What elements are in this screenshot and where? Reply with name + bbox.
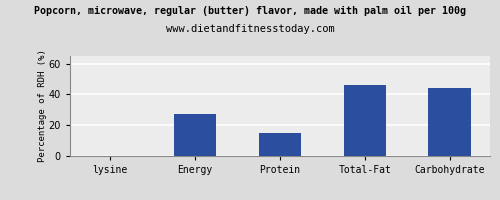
Bar	[174, 114, 216, 156]
Bar	[344, 85, 386, 156]
Y-axis label: Percentage of RDH (%): Percentage of RDH (%)	[38, 50, 47, 162]
Bar	[428, 88, 471, 156]
Text: Popcorn, microwave, regular (butter) flavor, made with palm oil per 100g: Popcorn, microwave, regular (butter) fla…	[34, 6, 466, 16]
Bar	[259, 133, 301, 156]
Text: www.dietandfitnesstoday.com: www.dietandfitnesstoday.com	[166, 24, 334, 34]
